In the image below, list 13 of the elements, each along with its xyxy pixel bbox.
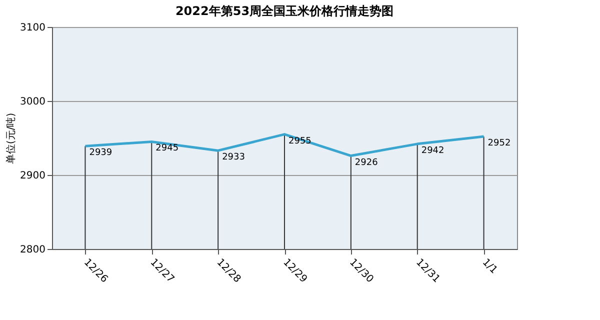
data-label: 2945 — [156, 144, 179, 154]
data-label: 2926 — [354, 158, 378, 168]
y-axis-title: 单位(元/吨) — [5, 112, 18, 164]
y-tick-label: 2800 — [20, 244, 46, 256]
y-tick-label: 3100 — [20, 22, 46, 34]
data-label: 2933 — [222, 152, 245, 163]
x-tick-label: 1/1 — [480, 256, 500, 276]
data-label: 2939 — [89, 148, 112, 158]
data-label: 2952 — [488, 138, 511, 149]
y-tick-label: 3000 — [20, 96, 46, 108]
data-label: 2942 — [421, 146, 444, 156]
chart-title: 2022年第53周全国玉米价格行情走势图 — [175, 4, 394, 18]
y-tick-label: 2900 — [20, 170, 46, 182]
